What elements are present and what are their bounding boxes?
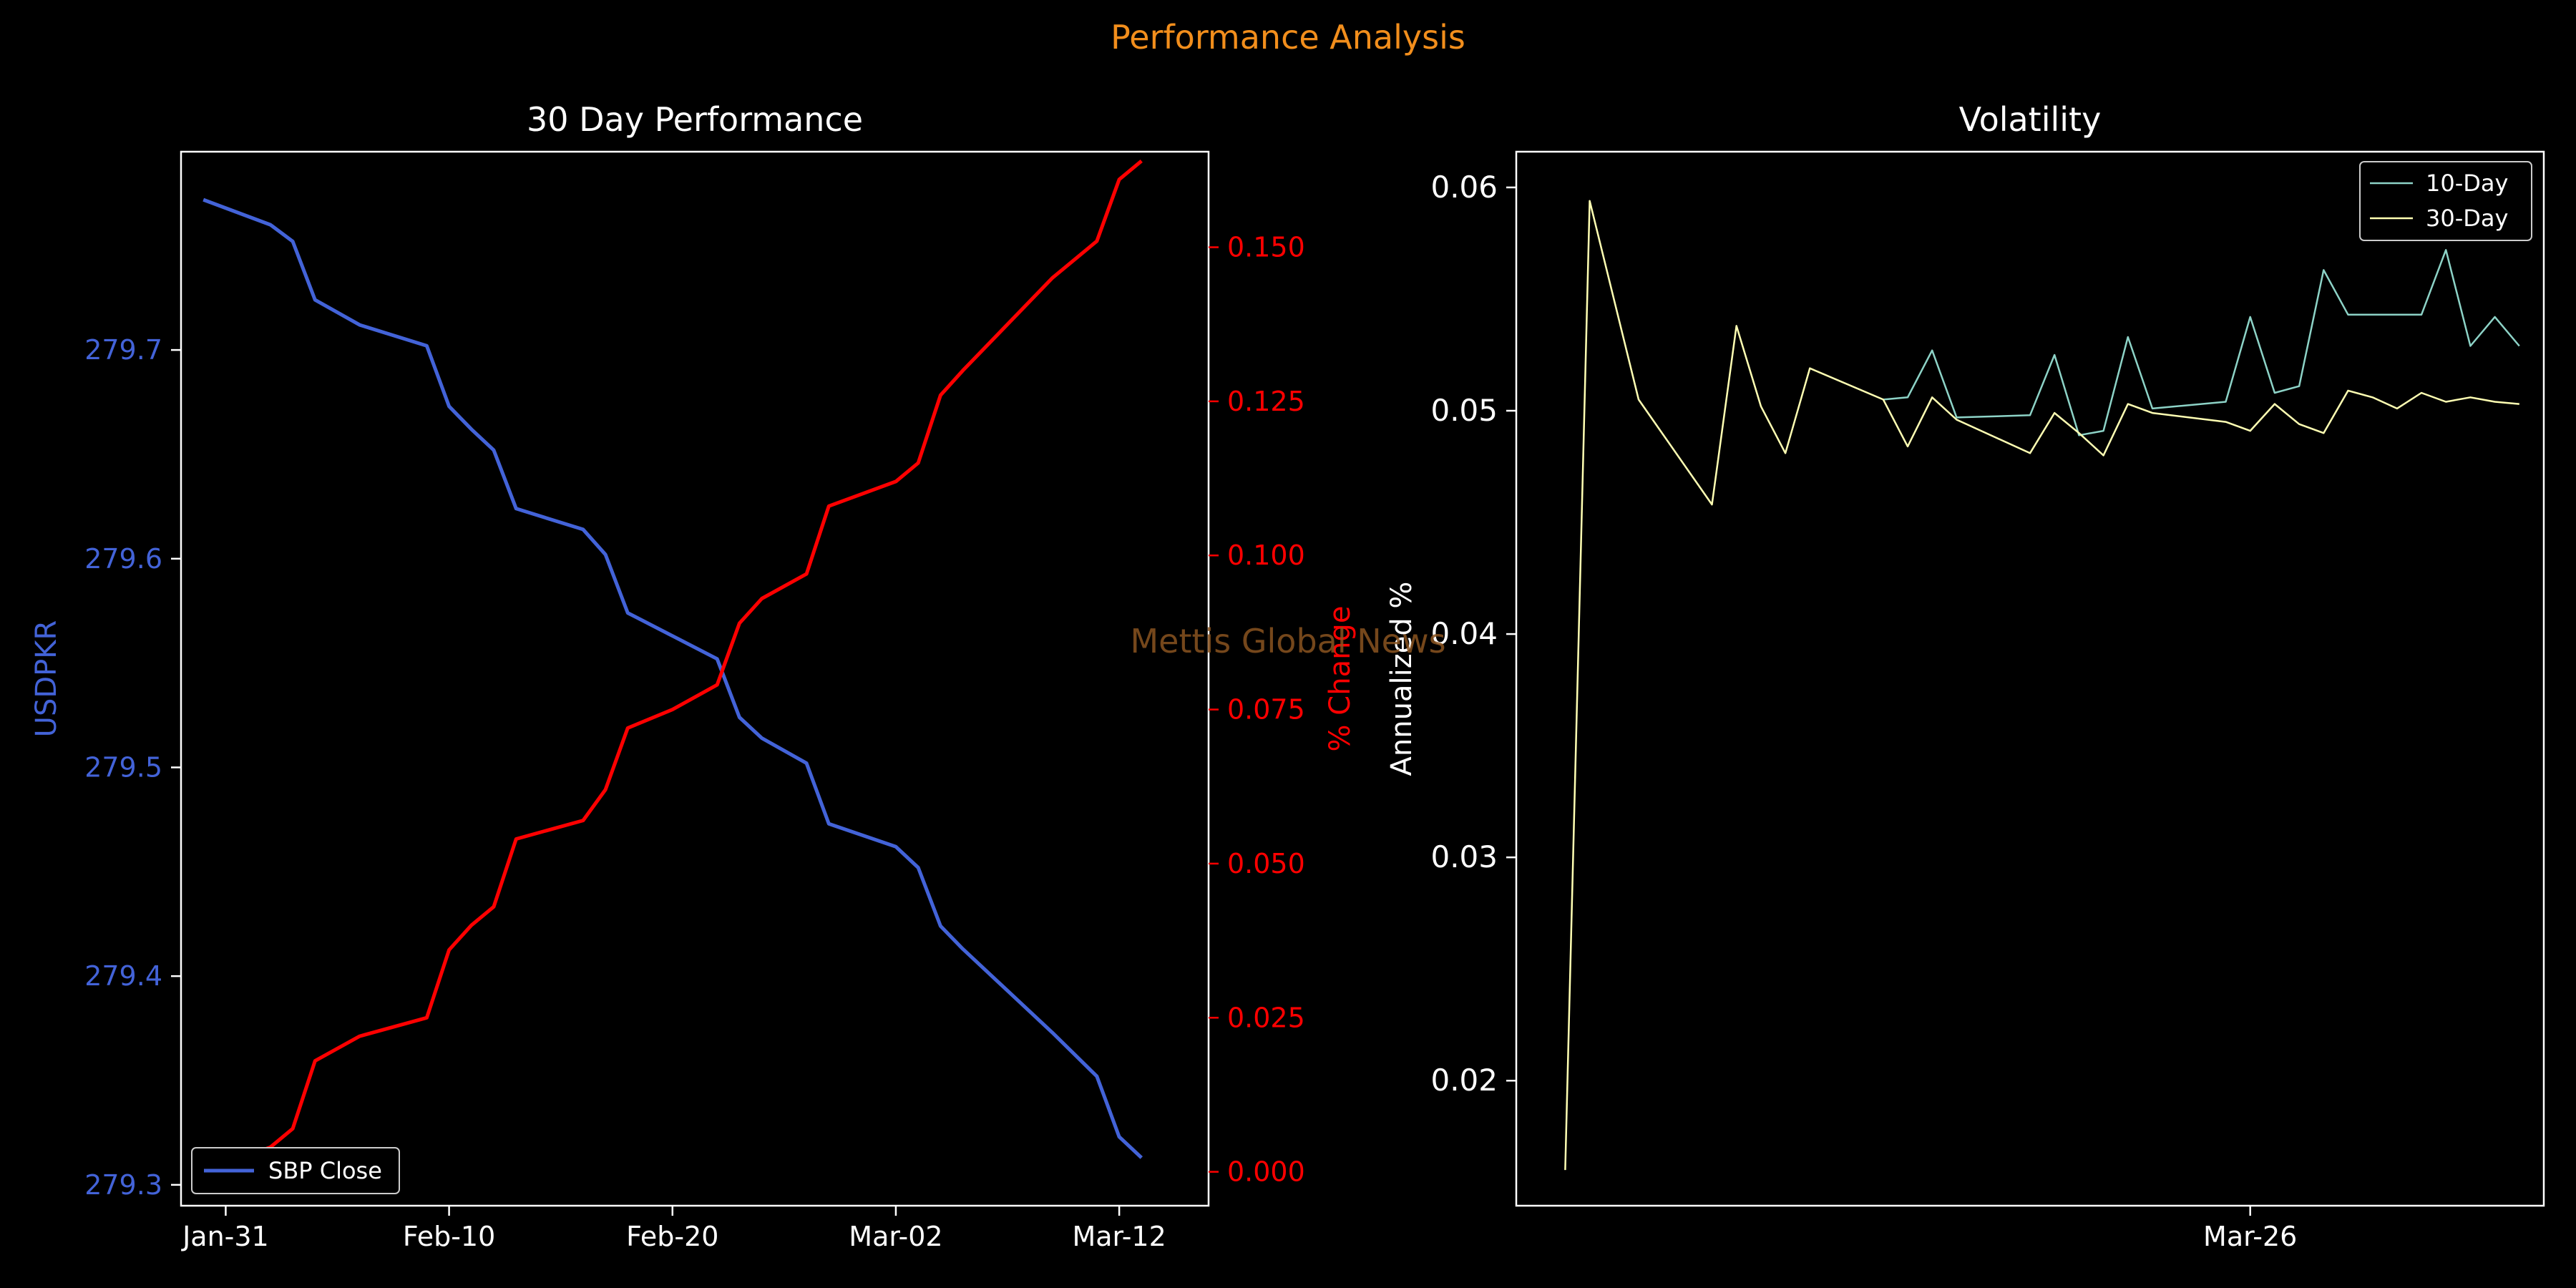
watermark-text: Mettis Global News bbox=[1130, 622, 1445, 660]
performance-y2-axis: 0.000 0.025 0.050 0.075 0.100 0.125 0.150 bbox=[1209, 232, 1305, 1188]
x-tick-label: Feb-10 bbox=[403, 1221, 495, 1252]
y-tick-label: 0.04 bbox=[1430, 616, 1498, 651]
series-line-10-day bbox=[1883, 249, 2520, 436]
y-tick-label: 0.03 bbox=[1430, 839, 1498, 874]
series-line-sbp-close bbox=[203, 197, 1143, 1159]
legend-box bbox=[2359, 161, 2532, 241]
performance-x-axis: Jan-31 Feb-10 Feb-20 Mar-02 Mar-12 bbox=[181, 1206, 1166, 1252]
volatility-y-axis: 0.02 0.03 0.04 0.05 0.06 bbox=[1430, 170, 1516, 1098]
legend-label-sbp-close: SBP Close bbox=[268, 1157, 382, 1184]
x-tick-label: Feb-20 bbox=[626, 1221, 718, 1252]
figure-suptitle: Performance Analysis bbox=[1111, 18, 1465, 57]
volatility-chart: Volatility Annualized % Mar-26 0.020.030… bbox=[1385, 100, 2545, 1252]
y-tick-label: 0.05 bbox=[1430, 393, 1498, 428]
x-tick-label: Mar-26 bbox=[2203, 1221, 2297, 1252]
performance-legend: SBP Close bbox=[191, 1147, 400, 1194]
series-line-30-day bbox=[1564, 200, 2519, 1171]
volatility-y-axis-label: Annualized % bbox=[1385, 582, 1418, 776]
y2-tick-label: 0.100 bbox=[1227, 540, 1305, 571]
x-tick-label: Jan-31 bbox=[181, 1221, 269, 1252]
volatility-plot-frame bbox=[1515, 150, 2545, 1207]
series-line-percent-change bbox=[203, 159, 1143, 1174]
performance-y2-axis-label: % Change bbox=[1324, 606, 1357, 752]
x-tick-label: Mar-02 bbox=[849, 1221, 942, 1252]
performance-y-axis-label: USDPKR bbox=[30, 620, 63, 738]
legend-label-10-day: 10-Day bbox=[2426, 170, 2508, 197]
y-tick-label: 279.4 bbox=[84, 960, 162, 992]
legend-box bbox=[191, 1147, 400, 1194]
performance-chart: 30 Day Performance USDPKR % Change Jan-3… bbox=[30, 100, 1357, 1252]
y-tick-label: 279.7 bbox=[84, 334, 162, 366]
y2-tick-label: 0.000 bbox=[1227, 1156, 1305, 1188]
legend-label-30-day: 30-Day bbox=[2426, 205, 2508, 232]
volatility-legend: 10-Day 30-Day bbox=[2359, 161, 2532, 241]
y2-tick-label: 0.150 bbox=[1227, 232, 1305, 263]
y-tick-label: 0.02 bbox=[1430, 1063, 1498, 1098]
y-tick-label: 0.06 bbox=[1430, 170, 1498, 205]
performance-chart-title: 30 Day Performance bbox=[527, 100, 863, 139]
x-tick-label: Mar-12 bbox=[1072, 1221, 1166, 1252]
y-tick-label: 279.6 bbox=[84, 543, 162, 575]
y2-tick-label: 0.075 bbox=[1227, 694, 1305, 726]
y2-tick-label: 0.025 bbox=[1227, 1002, 1305, 1033]
y-tick-label: 279.5 bbox=[84, 751, 162, 783]
y-tick-label: 279.3 bbox=[84, 1169, 162, 1201]
performance-plot-frame bbox=[180, 150, 1210, 1207]
performance-y-axis: 279.3 279.4 279.5 279.6 279.7 bbox=[84, 334, 181, 1201]
volatility-chart-title: Volatility bbox=[1959, 100, 2102, 139]
y2-tick-label: 0.050 bbox=[1227, 848, 1305, 879]
volatility-x-axis: Mar-26 bbox=[2203, 1206, 2297, 1252]
y2-tick-label: 0.125 bbox=[1227, 386, 1305, 417]
